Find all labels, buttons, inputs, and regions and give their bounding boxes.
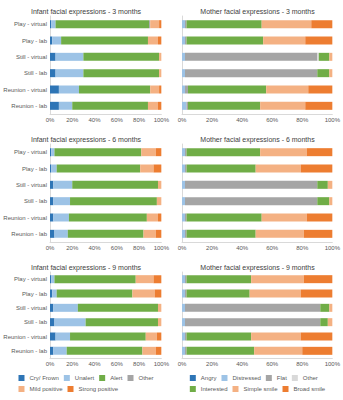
svg-text:80%: 80% [133,245,146,251]
svg-text:60%: 60% [266,361,279,367]
svg-text:Still - lab: Still - lab [24,70,48,76]
svg-text:80%: 80% [133,361,146,367]
svg-text:100%: 100% [154,245,170,251]
svg-text:Still - lab: Still - lab [24,198,48,204]
svg-text:Unalert: Unalert [75,375,95,381]
svg-text:Infant facial expressions - 9: Infant facial expressions - 9 months [31,264,142,272]
svg-text:40%: 40% [89,117,102,123]
svg-text:Alert: Alert [110,375,123,381]
svg-text:20%: 20% [66,117,79,123]
svg-text:40%: 40% [236,245,249,251]
svg-text:40%: 40% [236,361,249,367]
svg-text:80%: 80% [296,361,309,367]
svg-text:Cry/ Frown: Cry/ Frown [29,375,58,381]
svg-text:Simple smile: Simple smile [243,386,278,392]
svg-text:Still - virtual: Still - virtual [16,182,47,188]
svg-text:Reunion - lab: Reunion - lab [11,231,47,237]
svg-text:60%: 60% [111,117,124,123]
svg-text:40%: 40% [236,117,249,123]
svg-text:20%: 20% [206,361,219,367]
svg-text:Reunion - virtual: Reunion - virtual [3,215,47,221]
svg-text:Reunion - lab: Reunion - lab [11,103,47,109]
svg-text:Play - virtual: Play - virtual [14,276,47,282]
svg-text:0%: 0% [178,245,187,251]
svg-text:Play - virtual: Play - virtual [14,149,47,155]
svg-text:Infant facial expressions - 6: Infant facial expressions - 6 months [31,136,142,144]
svg-text:20%: 20% [66,245,79,251]
svg-text:Play - virtual: Play - virtual [14,21,47,27]
svg-text:Play - lab: Play - lab [22,166,48,172]
svg-text:Mild positive: Mild positive [29,386,63,392]
svg-text:100%: 100% [154,117,170,123]
svg-text:0%: 0% [178,117,187,123]
svg-text:0%: 0% [46,117,55,123]
svg-text:Play - lab: Play - lab [22,291,48,297]
svg-text:Interested: Interested [201,386,228,392]
svg-text:60%: 60% [266,245,279,251]
svg-text:Angry: Angry [201,375,217,381]
svg-text:Other: Other [303,375,318,381]
svg-text:20%: 20% [206,245,219,251]
svg-text:Strong positive: Strong positive [79,386,119,392]
svg-text:Still - virtual: Still - virtual [16,54,47,60]
svg-text:40%: 40% [89,245,102,251]
svg-text:Distressed: Distressed [232,375,260,381]
svg-text:Flat: Flat [277,375,287,381]
svg-text:Reunion - lab: Reunion - lab [11,348,47,354]
svg-text:80%: 80% [133,117,146,123]
svg-text:20%: 20% [66,361,79,367]
svg-text:100%: 100% [325,361,341,367]
svg-text:Mother facial expressions - 9: Mother facial expressions - 9 months [200,264,315,272]
svg-text:40%: 40% [89,361,102,367]
svg-text:Reunion - virtual: Reunion - virtual [3,87,47,93]
svg-text:80%: 80% [296,245,309,251]
svg-text:100%: 100% [154,361,170,367]
svg-text:Still - lab: Still - lab [24,319,48,325]
svg-text:Broad smile: Broad smile [294,386,326,392]
svg-text:0%: 0% [46,245,55,251]
svg-text:0%: 0% [178,361,187,367]
svg-text:Reunion - virtual: Reunion - virtual [3,334,47,340]
svg-text:Play - lab: Play - lab [22,38,48,44]
svg-text:100%: 100% [325,245,341,251]
svg-text:Mother facial expressions - 3: Mother facial expressions - 3 months [200,8,315,16]
svg-text:60%: 60% [111,245,124,251]
svg-text:Mother facial expressions - 6: Mother facial expressions - 6 months [200,136,315,144]
svg-text:60%: 60% [111,361,124,367]
svg-text:60%: 60% [266,117,279,123]
svg-text:0%: 0% [46,361,55,367]
svg-text:20%: 20% [206,117,219,123]
svg-text:Still - virtual: Still - virtual [16,305,47,311]
svg-text:100%: 100% [325,117,341,123]
svg-text:Infant facial expressions - 3: Infant facial expressions - 3 months [31,8,142,16]
svg-text:Other: Other [139,375,154,381]
svg-text:80%: 80% [296,117,309,123]
